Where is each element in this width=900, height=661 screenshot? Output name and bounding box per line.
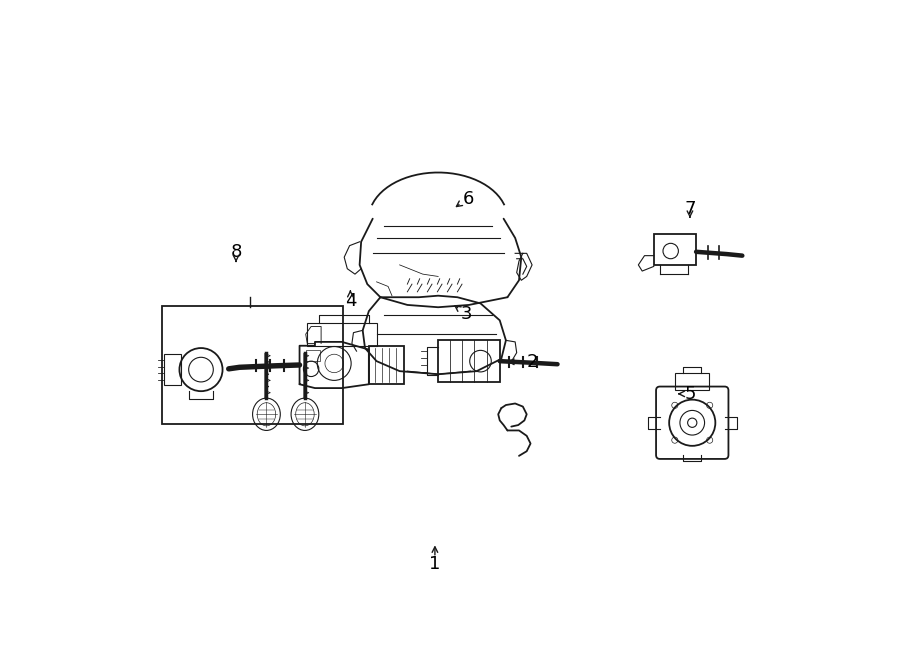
Text: 1: 1 xyxy=(429,555,441,573)
Text: 3: 3 xyxy=(461,305,472,323)
Bar xyxy=(438,340,500,382)
Bar xyxy=(306,350,319,361)
Text: 4: 4 xyxy=(345,292,356,310)
Text: 2: 2 xyxy=(526,353,537,371)
Bar xyxy=(164,354,181,385)
Text: 6: 6 xyxy=(463,190,474,208)
Bar xyxy=(653,234,696,265)
Text: 8: 8 xyxy=(230,243,242,261)
Bar xyxy=(675,373,709,391)
Bar xyxy=(163,307,344,424)
Bar xyxy=(307,323,376,346)
Text: 5: 5 xyxy=(684,385,696,403)
Bar xyxy=(369,346,403,384)
Text: 7: 7 xyxy=(684,200,696,218)
